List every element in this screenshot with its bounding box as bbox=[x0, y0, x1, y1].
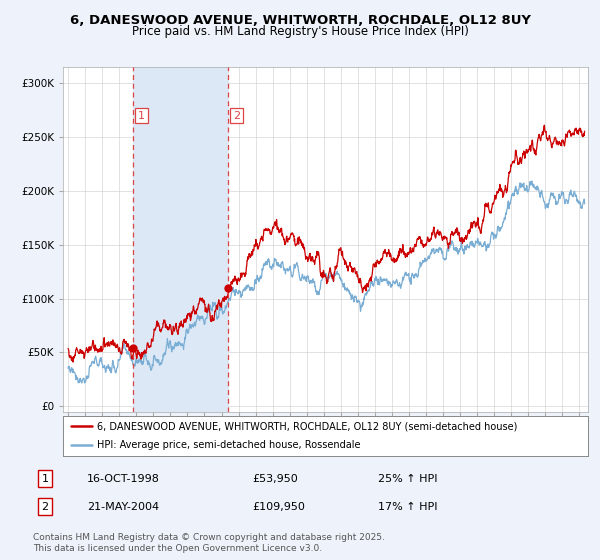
Text: £109,950: £109,950 bbox=[252, 502, 305, 512]
Text: 16-OCT-1998: 16-OCT-1998 bbox=[87, 474, 160, 484]
Text: £53,950: £53,950 bbox=[252, 474, 298, 484]
Text: 1: 1 bbox=[138, 111, 145, 120]
Text: 6, DANESWOOD AVENUE, WHITWORTH, ROCHDALE, OL12 8UY (semi-detached house): 6, DANESWOOD AVENUE, WHITWORTH, ROCHDALE… bbox=[97, 421, 517, 431]
Text: 25% ↑ HPI: 25% ↑ HPI bbox=[378, 474, 437, 484]
Text: 2: 2 bbox=[233, 111, 240, 120]
Text: HPI: Average price, semi-detached house, Rossendale: HPI: Average price, semi-detached house,… bbox=[97, 440, 361, 450]
Text: Contains HM Land Registry data © Crown copyright and database right 2025.
This d: Contains HM Land Registry data © Crown c… bbox=[33, 533, 385, 553]
Text: 2: 2 bbox=[41, 502, 49, 512]
Text: 1: 1 bbox=[41, 474, 49, 484]
Bar bbox=[133, 67, 228, 412]
Text: 17% ↑ HPI: 17% ↑ HPI bbox=[378, 502, 437, 512]
Text: Price paid vs. HM Land Registry's House Price Index (HPI): Price paid vs. HM Land Registry's House … bbox=[131, 25, 469, 38]
Text: 6, DANESWOOD AVENUE, WHITWORTH, ROCHDALE, OL12 8UY: 6, DANESWOOD AVENUE, WHITWORTH, ROCHDALE… bbox=[70, 14, 530, 27]
Text: 21-MAY-2004: 21-MAY-2004 bbox=[87, 502, 159, 512]
